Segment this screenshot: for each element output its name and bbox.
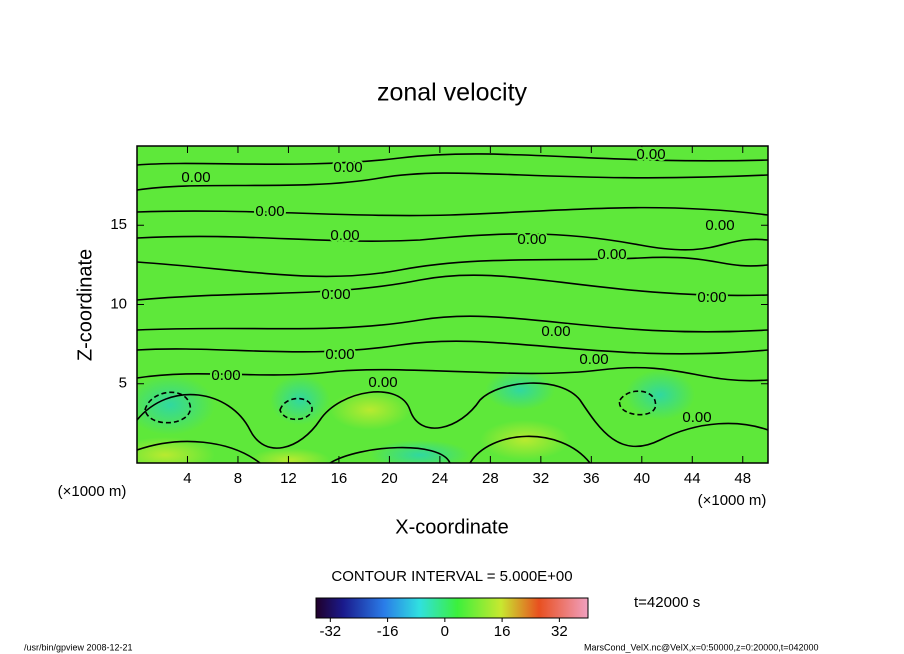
y-tick-label: 5: [119, 375, 127, 392]
contour-label: 0.00: [636, 146, 665, 163]
contour-label: 0.00: [368, 374, 397, 391]
contour-label: 0.00: [705, 217, 734, 234]
x-tick-label: 24: [432, 470, 449, 487]
contour-label: 0.00: [517, 231, 546, 248]
x-tick-label: 36: [583, 470, 600, 487]
contour-label: 0.00: [325, 346, 354, 363]
x-tick-label: 44: [684, 470, 701, 487]
x-tick-label: 12: [280, 470, 297, 487]
x-tick-label: 40: [633, 470, 650, 487]
colorbar-tick-label: -16: [377, 623, 399, 640]
contour-label: 0.00: [181, 169, 210, 186]
x-tick-label: 20: [381, 470, 398, 487]
contour-label: 0.00: [321, 286, 350, 303]
contour-label: 0.00: [330, 227, 359, 244]
footer-left: /usr/bin/gpview 2008-12-21: [24, 642, 133, 652]
contour-label: 0.00: [597, 246, 626, 263]
x-tick-label: 16: [331, 470, 348, 487]
colorbar-tick-label: 32: [551, 623, 568, 640]
contour-label: 0.00: [255, 203, 284, 220]
contour-label: 0.00: [333, 159, 362, 176]
x-tick-label: 28: [482, 470, 499, 487]
colorbar-tick-label: 16: [494, 623, 511, 640]
x-tick-label: 48: [734, 470, 751, 487]
colorbar-tick-label: 0: [441, 623, 449, 640]
x-unit: (×1000 m): [698, 492, 767, 509]
contour-label: 0.00: [697, 289, 726, 306]
field: [137, 146, 768, 463]
y-tick-label: 10: [110, 295, 127, 312]
chart-title: zonal velocity: [377, 79, 528, 107]
contour-label: 0.00: [579, 351, 608, 368]
y-axis-title: Z-coordinate: [74, 249, 96, 361]
contour-label: 0.00: [541, 323, 570, 340]
x-axis-title: X-coordinate: [395, 516, 508, 538]
footer-right: MarsCond_VelX.nc@VelX,x=0:50000,z=0:2000…: [584, 642, 819, 652]
contour-label: 0.00: [211, 367, 240, 384]
x-tick-label: 32: [532, 470, 549, 487]
x-tick-label: 4: [183, 470, 191, 487]
time-label: t=42000 s: [634, 594, 700, 611]
x-tick-label: 8: [234, 470, 242, 487]
colorbar-tick-label: -32: [319, 623, 341, 640]
contour-label: 0.00: [682, 409, 711, 426]
y-tick-label: 15: [110, 216, 127, 233]
colorbar: [315, 597, 589, 619]
contour-interval: CONTOUR INTERVAL = 5.000E+00: [331, 568, 572, 585]
y-unit: (×1000 m): [58, 483, 127, 500]
